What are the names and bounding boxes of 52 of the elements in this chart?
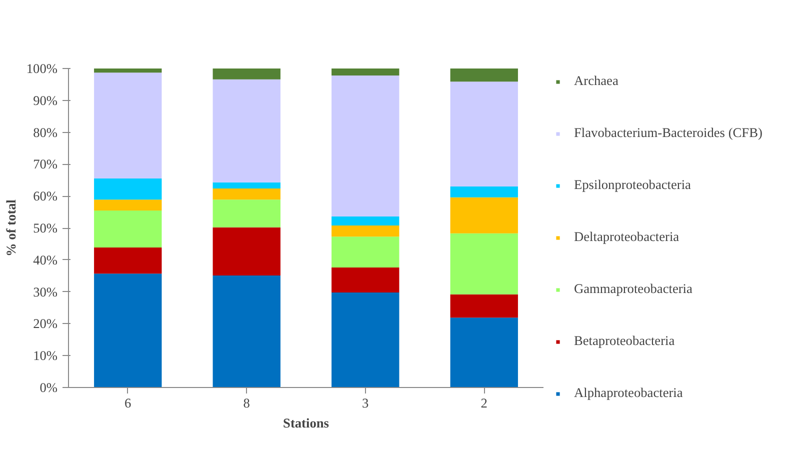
y-tick-label: 30% — [33, 284, 58, 300]
bar — [94, 210, 162, 248]
bar — [94, 247, 162, 274]
y-tick-label: 80% — [33, 124, 58, 140]
bar — [450, 233, 518, 294]
bar — [450, 294, 518, 318]
bar — [212, 182, 280, 188]
bar — [332, 225, 400, 237]
bar — [94, 178, 162, 200]
bar — [94, 72, 162, 179]
legend-label: Archaea — [574, 73, 618, 89]
y-tick-label: 90% — [33, 92, 58, 108]
bar — [450, 197, 518, 234]
bar — [212, 188, 280, 200]
y-tick-label: 60% — [33, 188, 58, 204]
bar — [332, 236, 400, 268]
bar — [450, 82, 518, 187]
x-tick-label: 3 — [362, 396, 370, 410]
legend-label: Deltaproteobacteria — [574, 229, 680, 245]
y-axis-title: % of total — [3, 199, 18, 256]
y-tick-label: 50% — [33, 220, 58, 236]
legend-label: Flavobacterium-Bacteroides (CFB) — [574, 125, 762, 141]
bar — [212, 227, 280, 276]
bar — [212, 68, 280, 80]
y-tick-label: 40% — [33, 252, 58, 268]
x-axis-title: Stations — [283, 416, 329, 430]
legend-label: Betaproteobacteria — [574, 333, 675, 349]
bar — [332, 216, 400, 226]
legend-label: Epsilonproteobacteria — [574, 177, 691, 193]
bar — [450, 318, 518, 388]
y-tick-label: 0% — [40, 380, 58, 395]
bar — [94, 68, 162, 73]
y-tick-label: 100% — [26, 61, 58, 76]
legend-label: Gammaproteobacteria — [574, 281, 692, 297]
x-tick-label: 2 — [480, 396, 488, 410]
bar — [332, 76, 400, 217]
bar — [332, 68, 400, 76]
bar — [212, 276, 280, 388]
x-tick-label: 8 — [243, 396, 250, 410]
bar — [212, 200, 280, 228]
bar — [450, 68, 518, 82]
bar — [332, 268, 400, 292]
bar — [450, 186, 518, 198]
bar — [212, 79, 280, 182]
y-tick-label: 70% — [33, 156, 58, 172]
y-tick-label: 20% — [33, 316, 58, 332]
bar — [94, 274, 162, 388]
legend-label: Alphaproteobacteria — [574, 385, 683, 401]
y-tick-label: 10% — [33, 348, 58, 364]
x-tick-label: 6 — [124, 396, 132, 410]
bar — [332, 292, 400, 388]
bar — [94, 200, 162, 210]
